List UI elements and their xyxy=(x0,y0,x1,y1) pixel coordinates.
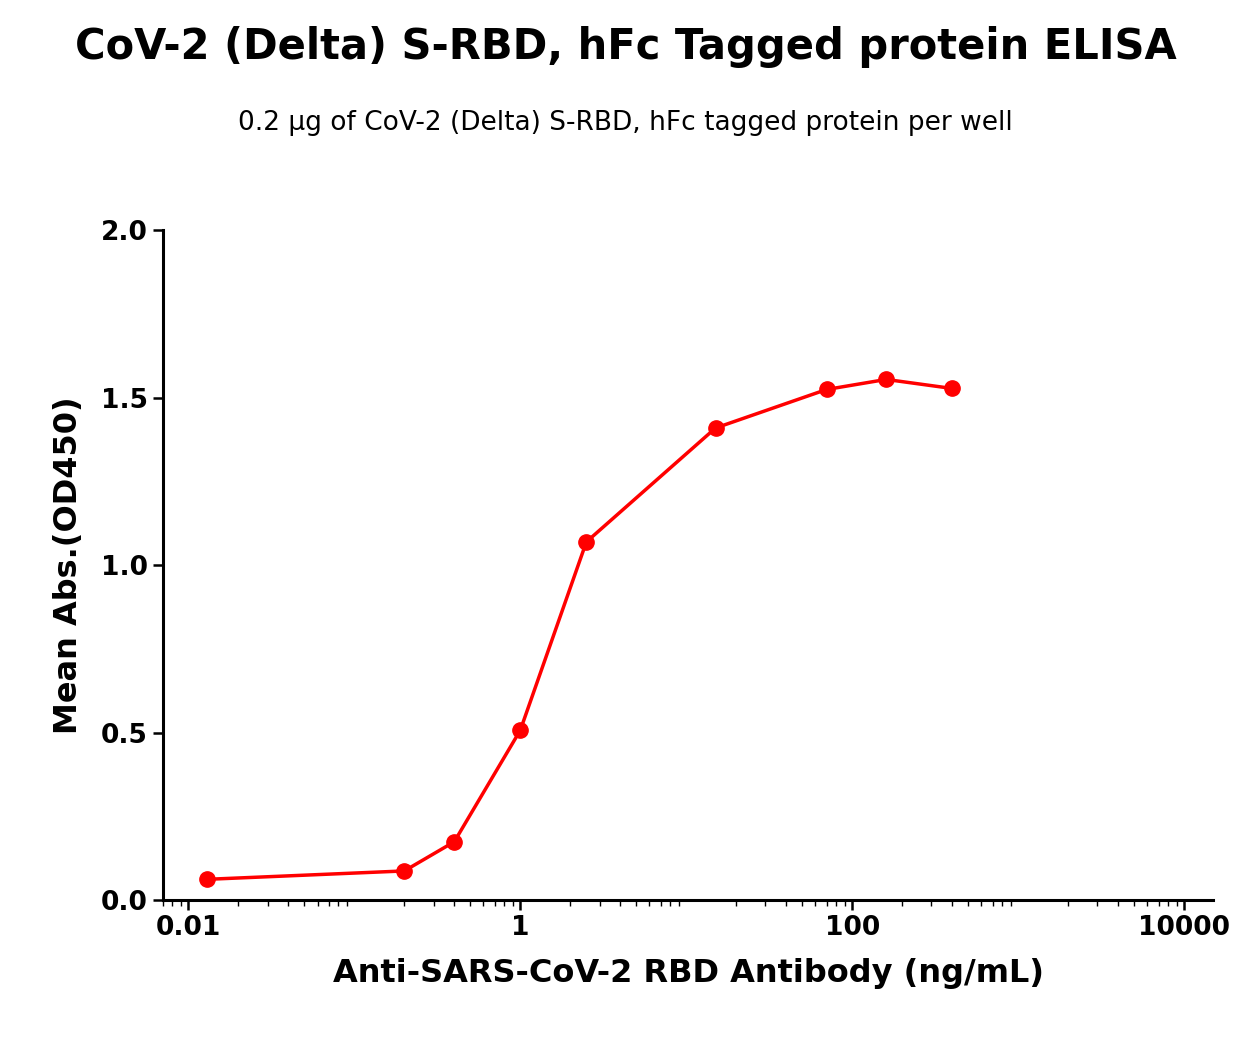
Text: CoV-2 (Delta) S-RBD, hFc Tagged protein ELISA: CoV-2 (Delta) S-RBD, hFc Tagged protein … xyxy=(75,26,1176,68)
Y-axis label: Mean Abs.(OD450): Mean Abs.(OD450) xyxy=(54,397,84,734)
X-axis label: Anti-SARS-CoV-2 RBD Antibody (ng/mL): Anti-SARS-CoV-2 RBD Antibody (ng/mL) xyxy=(333,958,1043,988)
Text: 0.2 μg of CoV-2 (Delta) S-RBD, hFc tagged protein per well: 0.2 μg of CoV-2 (Delta) S-RBD, hFc tagge… xyxy=(238,110,1013,136)
